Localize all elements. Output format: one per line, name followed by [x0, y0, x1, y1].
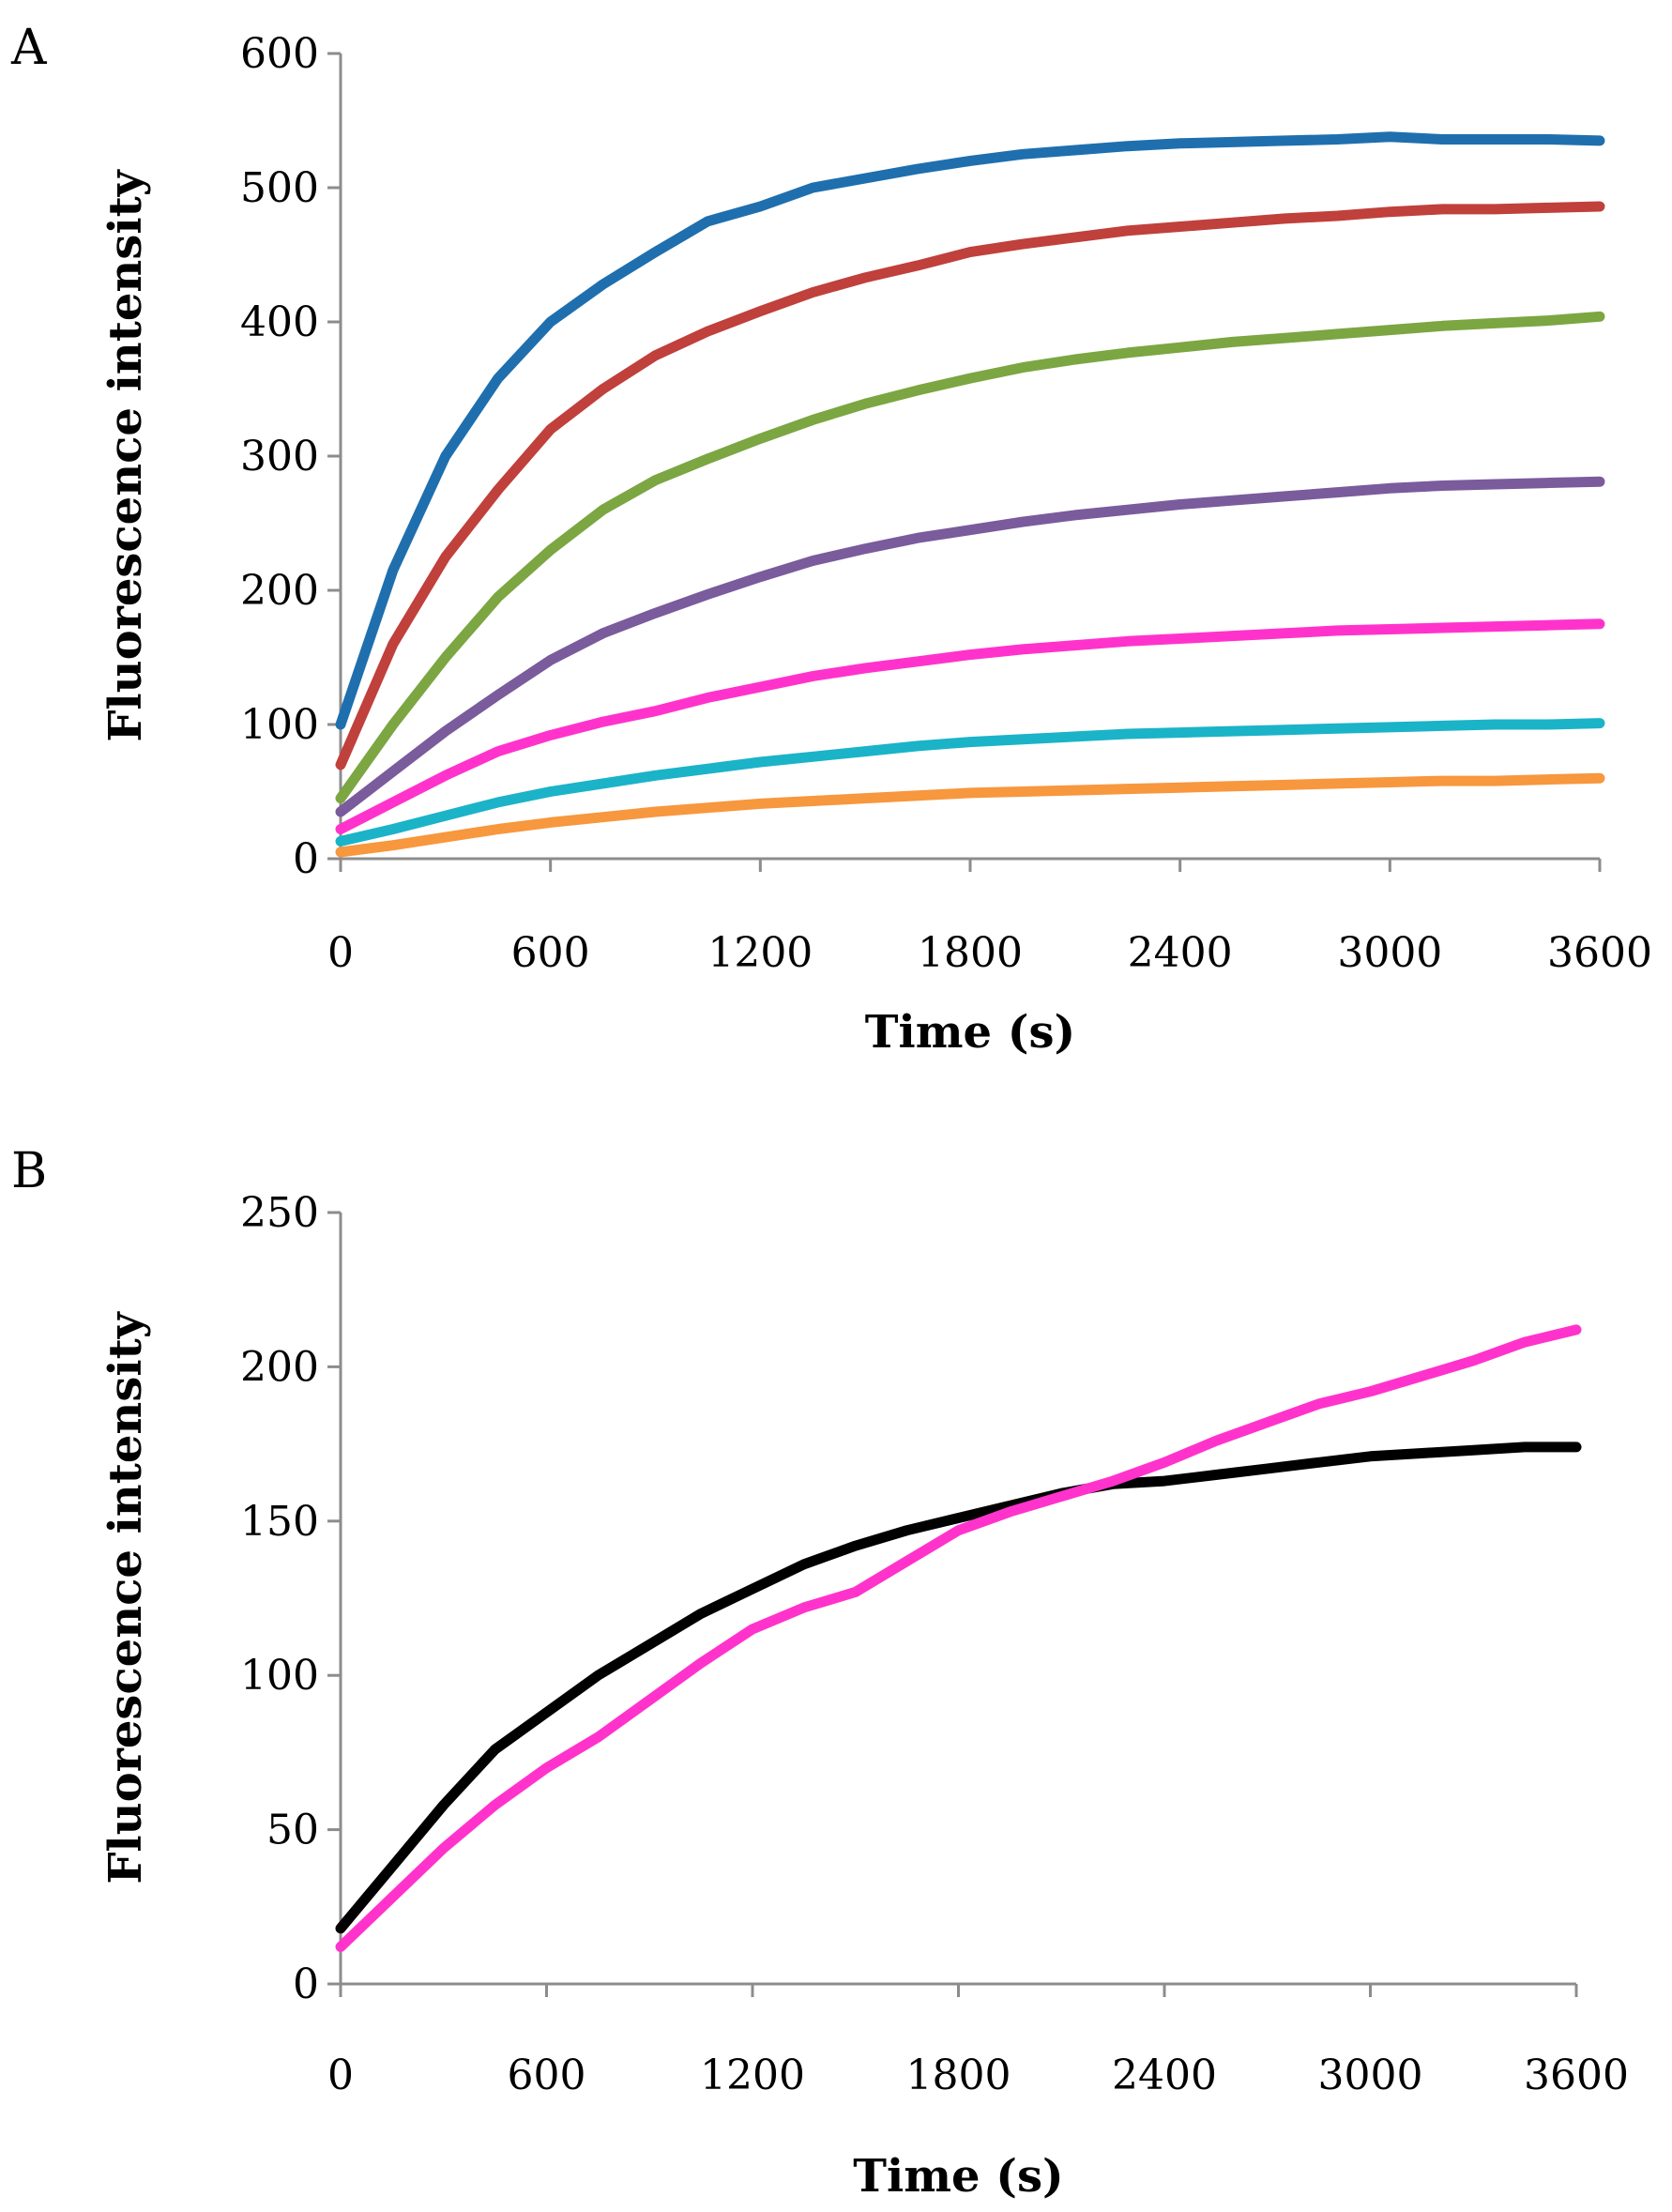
- y-tick-label: 250: [240, 1189, 319, 1237]
- x-tick-label: 600: [508, 2052, 586, 2099]
- y-tick-label: 0: [293, 1960, 319, 2008]
- y-tick-label: 100: [240, 701, 319, 749]
- series-line-series-black: [335, 1442, 1582, 1934]
- y-tick-label: 200: [240, 567, 319, 615]
- series-line-series-5: [335, 618, 1605, 834]
- chart-panel-A: A 0 100 200 300 400 500 600 0 600 1200 1800 2400 3000…: [10, 20, 1652, 1059]
- x-tick-label: 1800: [918, 929, 1023, 977]
- series-line-series-3: [335, 311, 1605, 804]
- y-tick-label: 500: [240, 164, 319, 212]
- x-tick-label: 2400: [1112, 2052, 1217, 2099]
- series-line-series-6: [335, 718, 1605, 847]
- x-tick-label: 3600: [1547, 929, 1652, 977]
- x-tick-label: 1200: [700, 2052, 805, 2099]
- y-tick-label: 0: [293, 835, 319, 883]
- series-line-series-4: [335, 476, 1605, 817]
- x-tick-label: 3000: [1318, 2052, 1423, 2099]
- panel-label: B: [11, 1143, 47, 1199]
- y-tick-label: 400: [240, 298, 319, 346]
- x-axis-title: Time (s): [865, 1006, 1075, 1059]
- x-tick-label: 0: [327, 929, 354, 977]
- y-axis-title: Fluorescence intensity: [99, 168, 152, 741]
- chart-panel-B: B 0 50 100 150 200 250 0 600 1200 1800 2400 3000 3600…: [11, 1143, 1629, 2203]
- series-line-series-1: [335, 131, 1605, 730]
- y-tick-label: 200: [240, 1343, 319, 1391]
- x-tick-label: 1200: [707, 929, 813, 977]
- x-tick-label: 3600: [1524, 2052, 1629, 2099]
- y-axis-title: Fluorescence intensity: [99, 1310, 152, 1884]
- y-tick-label: 600: [240, 30, 319, 78]
- x-tick-label: 2400: [1128, 929, 1233, 977]
- panel-label: A: [10, 20, 48, 76]
- x-tick-label: 3000: [1337, 929, 1442, 977]
- y-tick-label: 100: [240, 1652, 319, 1700]
- series-line-series-7: [335, 772, 1605, 858]
- series-line-series-2: [335, 201, 1605, 770]
- x-tick-label: 600: [511, 929, 590, 977]
- y-tick-label: 300: [240, 433, 319, 481]
- x-tick-label: 1800: [906, 2052, 1011, 2099]
- y-tick-label: 150: [240, 1498, 319, 1546]
- x-tick-label: 0: [327, 2052, 354, 2099]
- x-axis-title: Time (s): [853, 2150, 1063, 2203]
- y-tick-label: 50: [266, 1807, 319, 1854]
- series-line-series-magenta: [335, 1324, 1582, 1952]
